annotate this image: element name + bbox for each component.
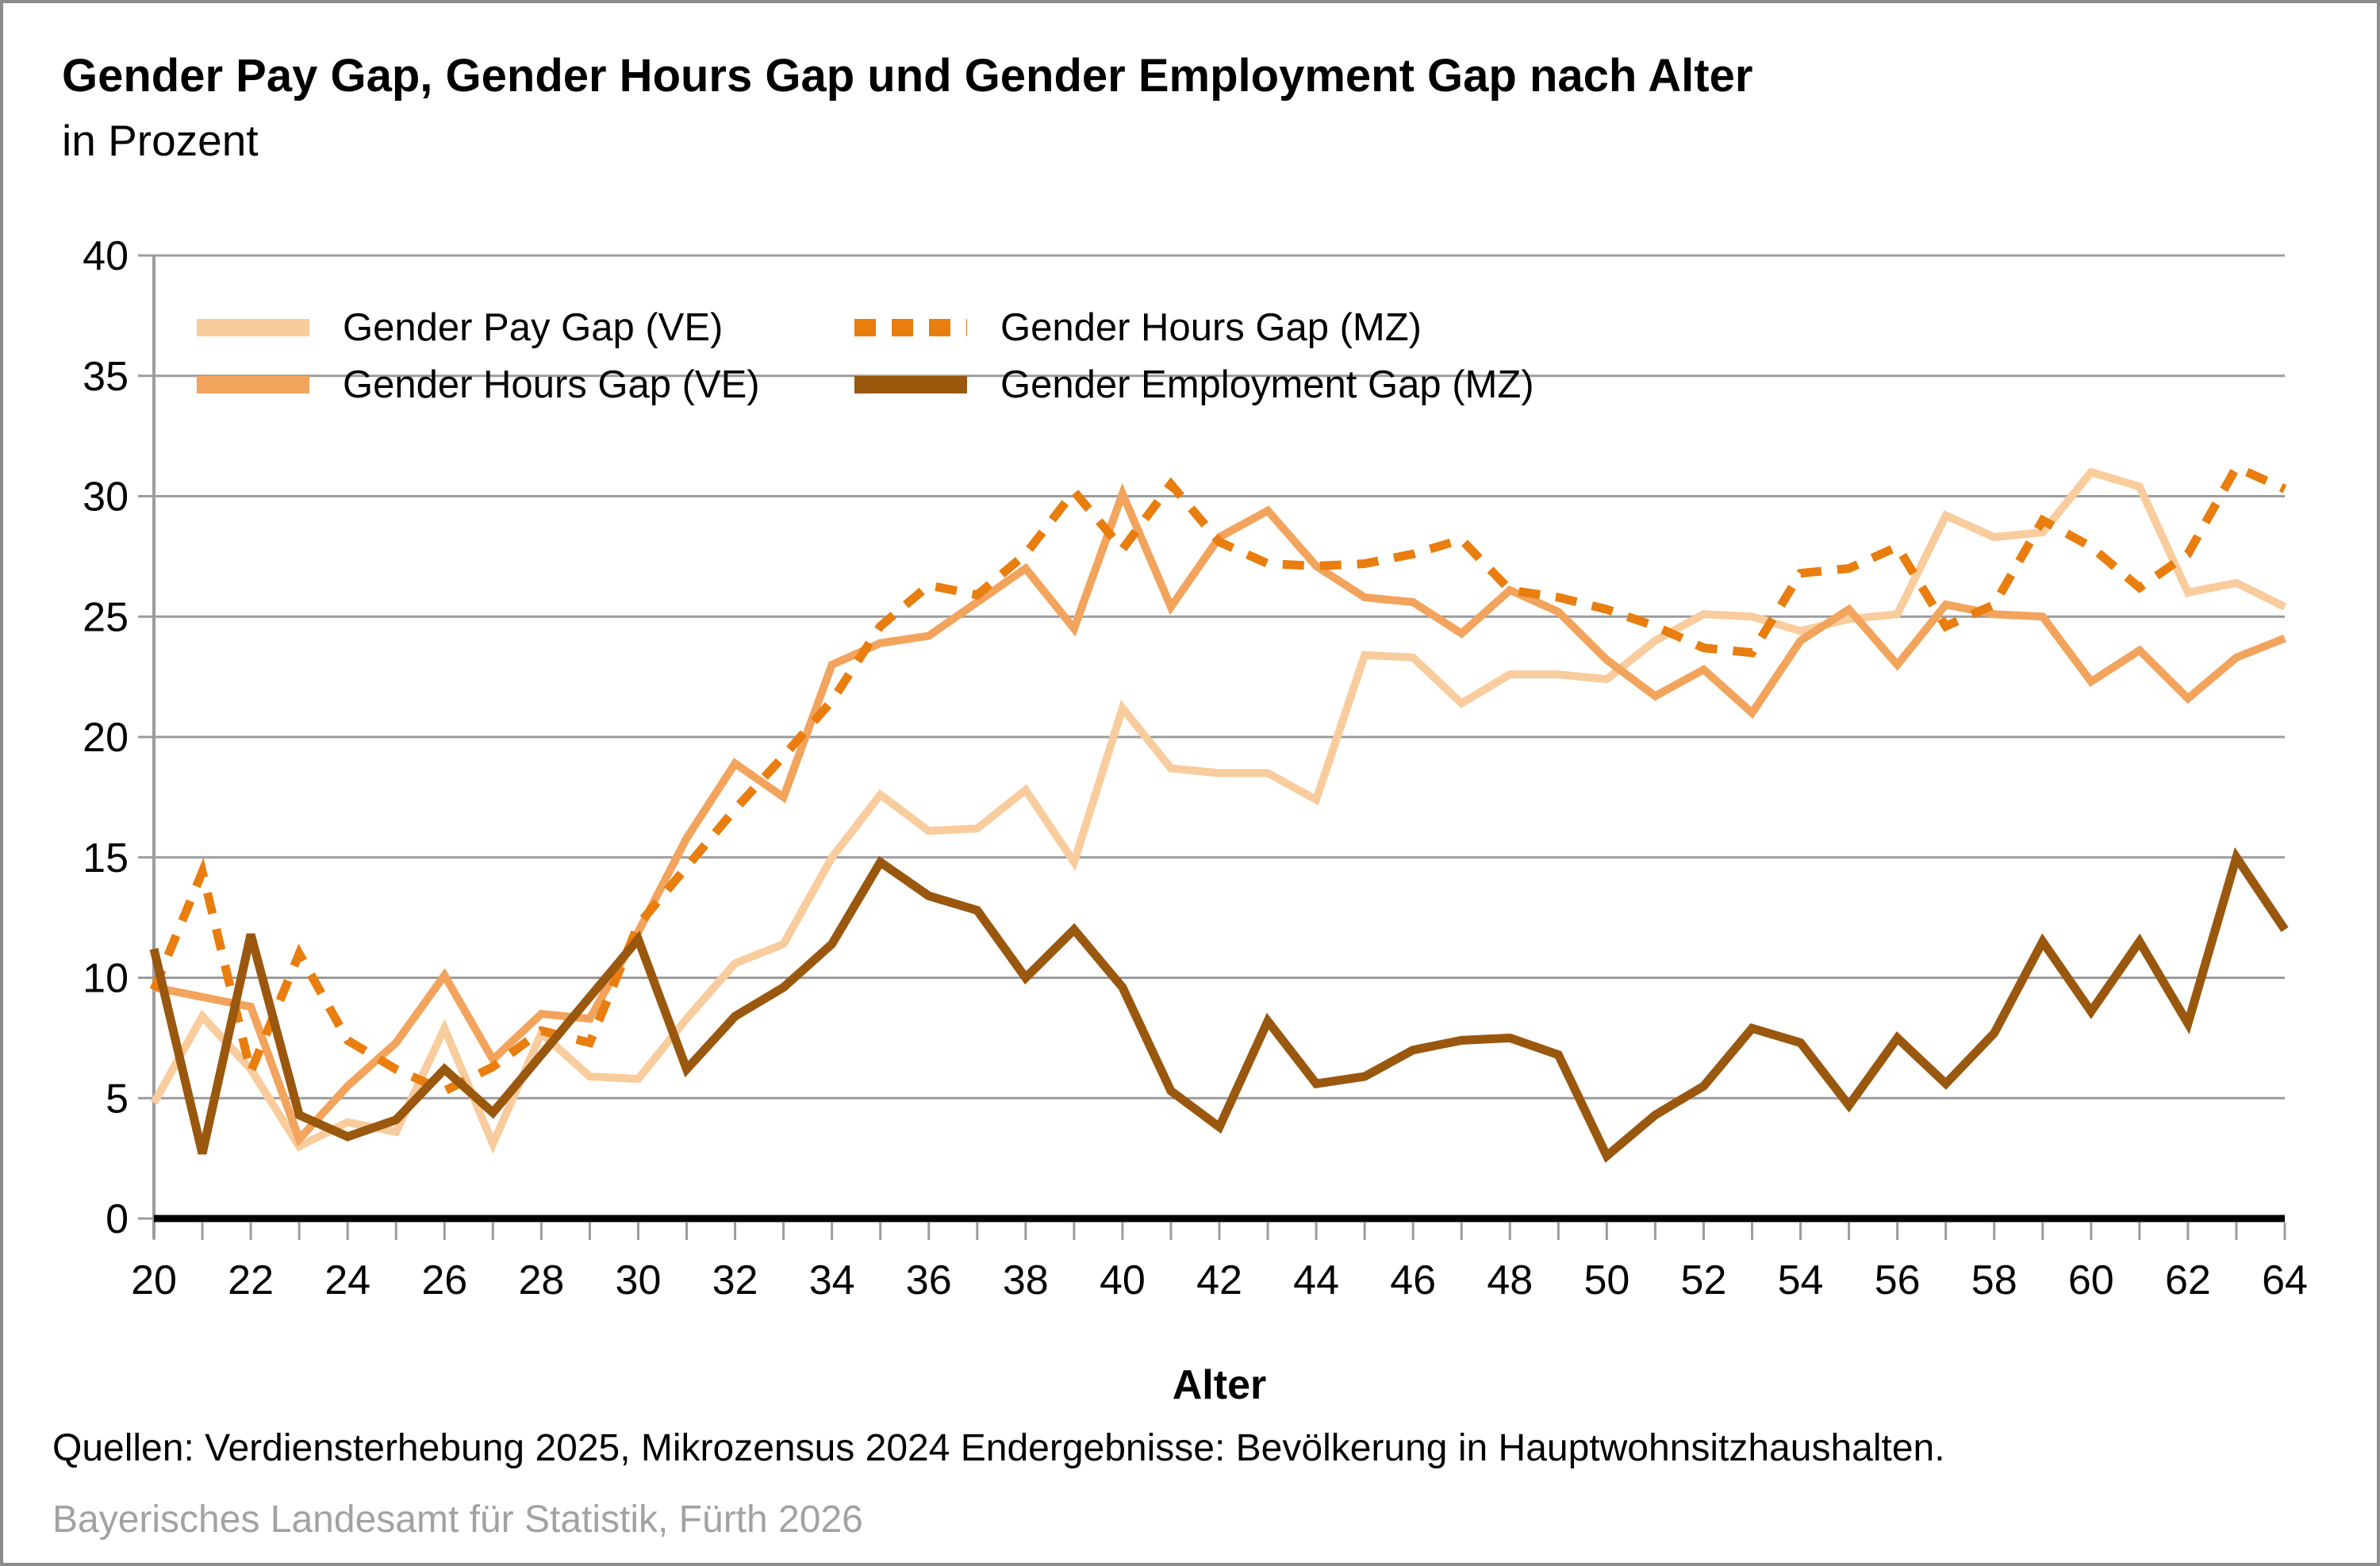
y-tick-label-5: 5 [106,1076,129,1122]
x-tick-label-22: 22 [228,1257,274,1303]
legend-item-employment-gap-mz: Gender Employment Gap (MZ) [854,363,1534,407]
x-tick-label-50: 50 [1583,1257,1630,1303]
y-tick-label-0: 0 [106,1196,129,1242]
publisher-note: Bayerisches Landesamt für Statistik, Für… [52,1499,863,1541]
x-tick-label-58: 58 [1971,1257,2017,1303]
chart-subtitle: in Prozent [62,116,259,165]
x-tick-label-44: 44 [1293,1257,1339,1303]
legend-swatch-pay-gap-ve [197,319,309,336]
legend-swatch-employment-gap-mz [854,376,967,393]
legend-item-pay-gap-ve: Gender Pay Gap (VE) [197,305,723,350]
x-tick-label-40: 40 [1100,1257,1146,1303]
x-tick-label-38: 38 [1003,1257,1049,1303]
series-line-empl_mz [149,846,2289,1163]
y-tick-label-20: 20 [83,715,129,761]
y-tick-label-35: 35 [83,354,129,400]
x-tick-label-26: 26 [421,1257,467,1303]
source-note: Quellen: Verdiensterhebung 2025, Mikroze… [52,1427,1945,1469]
y-tick-label-25: 25 [83,594,129,640]
legend-label-pay-gap-ve: Gender Pay Gap (VE) [343,306,724,349]
legend-item-hours-gap-mz: Gender Hours Gap (MZ) [854,305,1422,350]
x-tick-label-42: 42 [1196,1257,1242,1303]
x-tick-label-60: 60 [2068,1257,2114,1303]
x-tick-label-20: 20 [131,1257,177,1303]
x-tick-label-34: 34 [809,1257,855,1303]
legend-item-hours-gap-ve: Gender Hours Gap (VE) [197,363,760,407]
x-tick-label-24: 24 [324,1257,370,1303]
legend-swatch-hours-gap-mz [854,319,967,336]
y-tick-label-40: 40 [83,233,129,279]
x-tick-label-52: 52 [1681,1257,1727,1303]
legend-label-hours-gap-mz: Gender Hours Gap (MZ) [1000,306,1422,349]
x-tick-label-28: 28 [518,1257,564,1303]
y-tick-label-15: 15 [83,835,129,881]
chart-header: Gender Pay Gap, Gender Hours Gap und Gen… [62,49,1752,166]
x-tick-label-56: 56 [1875,1257,1921,1303]
x-tick-label-62: 62 [2165,1257,2211,1303]
x-tick-label-46: 46 [1390,1257,1436,1303]
legend-swatch-hours-gap-ve [197,376,309,393]
x-tick-label-30: 30 [616,1257,662,1303]
series-line-hours_ve [153,482,2286,1147]
x-tick-label-32: 32 [712,1257,758,1303]
series-line-hours_mz [149,462,2287,1096]
x-tick-label-36: 36 [906,1257,952,1303]
legend-label-hours-gap-ve: Gender Hours Gap (VE) [343,363,760,406]
legend-label-employment-gap-mz: Gender Employment Gap (MZ) [1000,363,1534,406]
y-tick-label-30: 30 [83,474,129,520]
chart-title: Gender Pay Gap, Gender Hours Gap und Gen… [62,50,1753,102]
x-tick-label-64: 64 [2262,1257,2308,1303]
y-tick-label-10: 10 [83,956,129,1002]
series-line-pay_ve [150,467,2287,1154]
x-tick-label-54: 54 [1778,1257,1824,1303]
x-tick-label-48: 48 [1487,1257,1533,1303]
x-axis-title: Alter [1172,1362,1267,1408]
